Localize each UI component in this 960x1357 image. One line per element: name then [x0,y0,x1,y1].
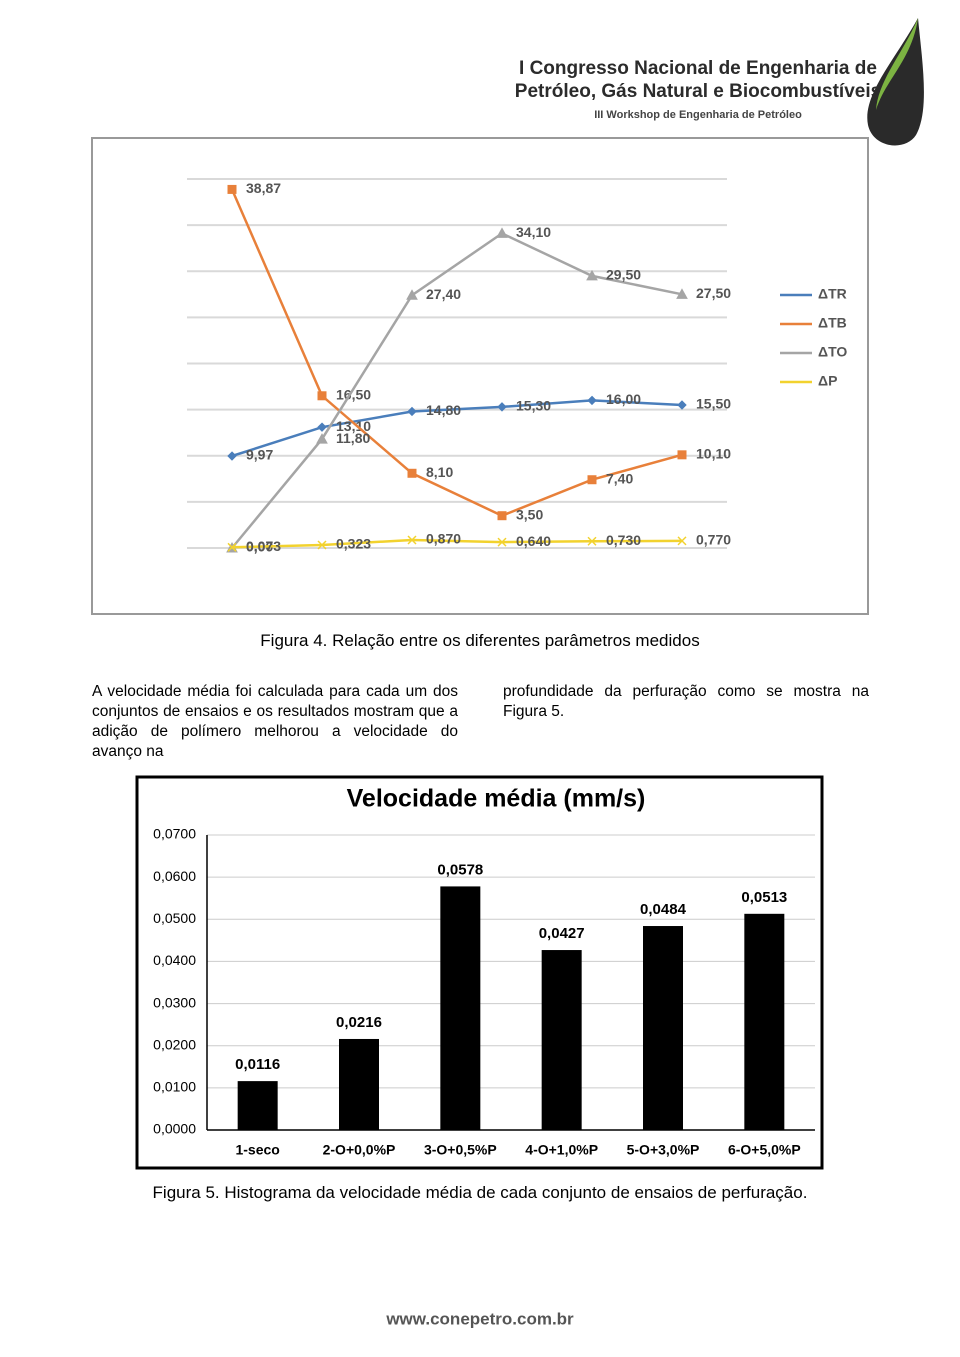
data-label: 14,80 [426,402,461,418]
marker [587,395,597,406]
chart-title: Velocidade média (mm/s) [347,785,646,813]
marker [497,537,507,547]
data-label: 34,10 [516,224,551,240]
data-label: 0,870 [426,531,461,547]
data-label: 0,640 [516,533,551,549]
bar [237,1081,278,1130]
marker [317,422,327,432]
data-label: 38,87 [246,180,281,196]
data-label: 3,50 [516,506,543,522]
legend-label: ΔTO [818,344,847,360]
marker [587,536,597,546]
logo-drop [867,18,924,146]
marker [587,475,597,485]
x-tick-label: 2-O+0,0%P [323,1142,396,1158]
data-label: 15,30 [516,398,551,414]
data-label: 0,0427 [539,925,585,942]
marker [676,288,688,299]
paragraph-column: profundidade da perfuração como se mostr… [503,683,869,720]
data-label: 15,50 [696,396,731,412]
y-tick-label: 0,0000 [153,1121,196,1137]
header-line: III Workshop de Engenharia de Petróleo [594,109,802,121]
marker [227,542,237,552]
bar [541,950,582,1130]
marker [586,269,598,281]
series-line [231,538,683,549]
y-tick-label: 0,0300 [153,994,196,1010]
bar [744,913,785,1130]
legend-label: ΔTR [818,286,847,302]
data-label: 7,40 [606,470,633,486]
data-label: 16,00 [606,391,641,407]
marker [496,227,508,238]
figure-caption: Figura 5. Histograma da velocidade média… [152,1183,808,1202]
series-line [231,231,683,549]
data-label: 0,0216 [336,1014,382,1031]
data-label: 10,10 [696,446,731,462]
y-tick-label: 0,0100 [153,1079,196,1095]
marker [316,433,328,444]
data-label: 0,323 [336,536,371,552]
y-tick-label: 0,0500 [153,910,196,926]
bar [440,886,481,1130]
figure-frame [91,137,869,615]
marker [406,289,418,300]
data-label: 9,97 [246,447,273,463]
figure-caption: Figura 4. Relação entre os diferentes pa… [260,631,700,650]
header-line: I Congresso Nacional de Engenharia de [519,58,877,79]
y-tick-label: 0,0400 [153,952,196,968]
data-label: 0,0513 [741,889,787,906]
series-line [231,399,683,458]
data-label: 27,40 [426,286,461,302]
marker [677,400,687,410]
y-tick-label: 0,0200 [153,1036,196,1052]
bar-chart: Velocidade média (mm/s) 0,0000 0,0100 0,020… [153,785,815,1158]
series-line [230,188,683,518]
x-tick-label: 5-O+3,0%P [627,1142,700,1158]
marker [677,450,687,460]
data-label: 0,770 [696,532,731,548]
marker [677,536,687,546]
x-tick-label: 6-O+5,0%P [728,1142,801,1158]
data-label: 8,10 [426,464,453,480]
marker [317,540,327,550]
marker [227,451,237,461]
paragraph-column: A velocidade média foi calculada para ca… [92,683,458,760]
legend-label: ΔTB [818,315,847,331]
bar [643,926,683,1130]
y-tick-label: 0,0600 [153,868,196,884]
header-line: Petróleo, Gás Natural e Biocombustíveis [515,81,881,102]
data-label: 27,50 [696,285,731,301]
data-label: 29,50 [606,267,641,283]
x-tick-label: 3-O+0,5%P [424,1142,497,1158]
bar [339,1038,379,1130]
marker [407,406,417,417]
legend-label: ΔP [818,373,837,389]
data-label: 0,0116 [235,1056,280,1073]
marker [407,468,417,478]
x-tick-label: 1-seco [235,1142,279,1158]
y-tick-label: 0,0700 [153,826,196,842]
marker [497,402,507,412]
data-label: 0,730 [606,532,641,548]
data-label: 0,073 [246,538,281,554]
data-label: 0,0578 [437,861,483,878]
marker [497,511,507,521]
x-tick-label: 4-O+1,0%P [525,1142,598,1158]
data-label: 11,80 [336,430,370,446]
logo-leaf [876,18,918,110]
data-label: 16,50 [336,386,371,402]
marker [407,535,417,545]
footer: www.conepetro.com.br [385,1309,574,1328]
marker [227,184,237,194]
marker [317,391,327,401]
data-label: 0,0484 [640,901,687,918]
